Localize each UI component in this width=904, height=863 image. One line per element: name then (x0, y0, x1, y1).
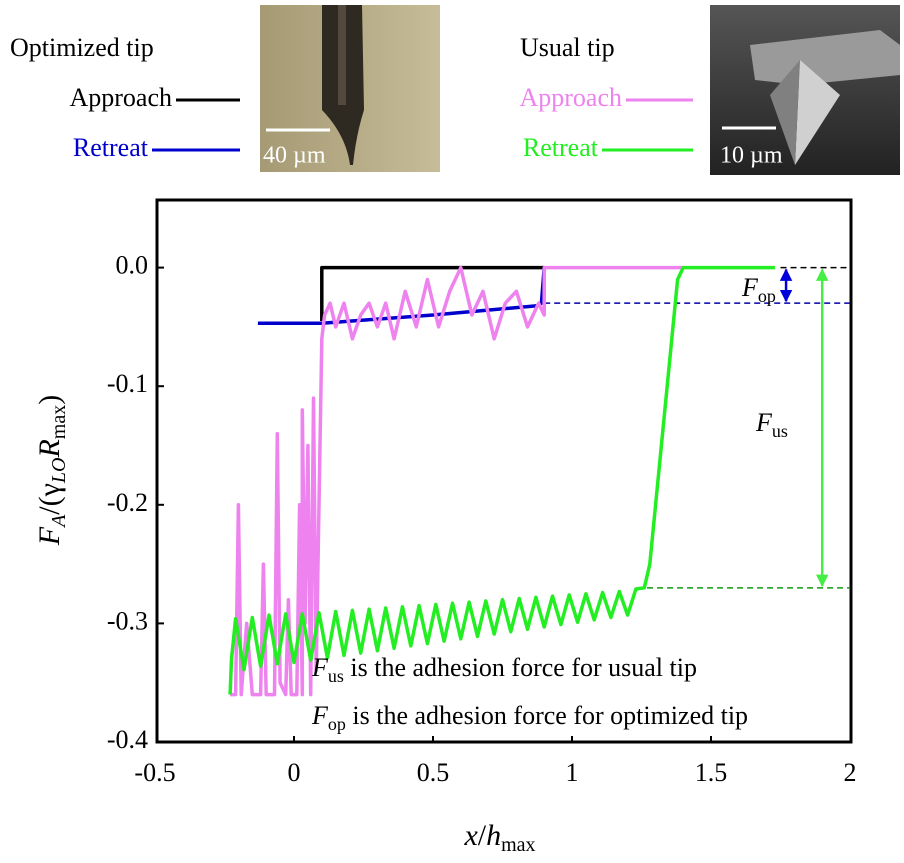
symbol: F (755, 408, 773, 437)
legend-label: Retreat (523, 133, 599, 162)
subscript: us (772, 421, 788, 441)
annotation: Fus (755, 408, 788, 441)
annotation: Fop (741, 273, 776, 306)
note-text: is the adhesion force for optimized tip (346, 701, 748, 730)
subscript: us (328, 666, 344, 686)
axis-label-part: max (501, 834, 535, 856)
photo-optimized-tip: 40 µm (260, 5, 440, 172)
x-tick-label: 1 (566, 758, 579, 787)
axis-label-part: LO (48, 458, 70, 485)
axis-label-part: γ (33, 483, 66, 497)
axis-label-part: / (478, 819, 487, 852)
legend-group: Optimized tip (10, 33, 154, 62)
x-tick-label: 0.5 (417, 758, 450, 787)
x-tick-label: -0.5 (134, 758, 175, 787)
annotation: Fop is the adhesion force for optimized … (311, 701, 748, 734)
legend-label: Retreat (73, 133, 149, 162)
axis-label-part: h (486, 819, 501, 852)
y-tick-label: -0.3 (107, 606, 148, 635)
axis-label-part: ) (33, 395, 66, 405)
subscript: op (328, 714, 346, 734)
y-tick-label: -0.1 (107, 369, 148, 398)
x-tick-label: 0 (288, 758, 301, 787)
axis-label-part: /( (33, 496, 66, 514)
photo-usual-tip: 10 µm (710, 5, 900, 175)
scale-label: 40 µm (263, 143, 326, 169)
y-axis-label: FA/(γLORmax) (33, 395, 70, 546)
y-tick-label: -0.4 (107, 725, 148, 754)
axis-label-part: F (33, 526, 66, 546)
axis-label-part: R (33, 439, 66, 458)
x-tick-label: 2 (844, 758, 857, 787)
y-tick-label: -0.2 (107, 488, 148, 517)
y-tick-label: 0.0 (116, 251, 149, 280)
symbol: F (311, 653, 329, 682)
axis-label-part: x (463, 819, 478, 852)
legend-label: Approach (519, 83, 622, 112)
series-line (230, 265, 684, 697)
symbol: F (311, 701, 329, 730)
axis-label-part: A (48, 514, 70, 529)
subscript: op (758, 286, 776, 306)
x-axis-label: x/hmax (463, 819, 535, 856)
symbol: F (741, 273, 759, 302)
plot-frame (155, 198, 853, 744)
series-line (228, 265, 775, 695)
legend-group: Usual tip (520, 33, 615, 62)
axis-label-part: max (48, 405, 70, 439)
note-text: is the adhesion force for usual tip (344, 653, 697, 682)
annotation: Fus is the adhesion force for usual tip (311, 653, 697, 686)
scale-label: 10 µm (720, 143, 783, 169)
legend-label: Approach (69, 83, 172, 112)
x-tick-label: 1.5 (695, 758, 728, 787)
series-line (320, 265, 545, 321)
